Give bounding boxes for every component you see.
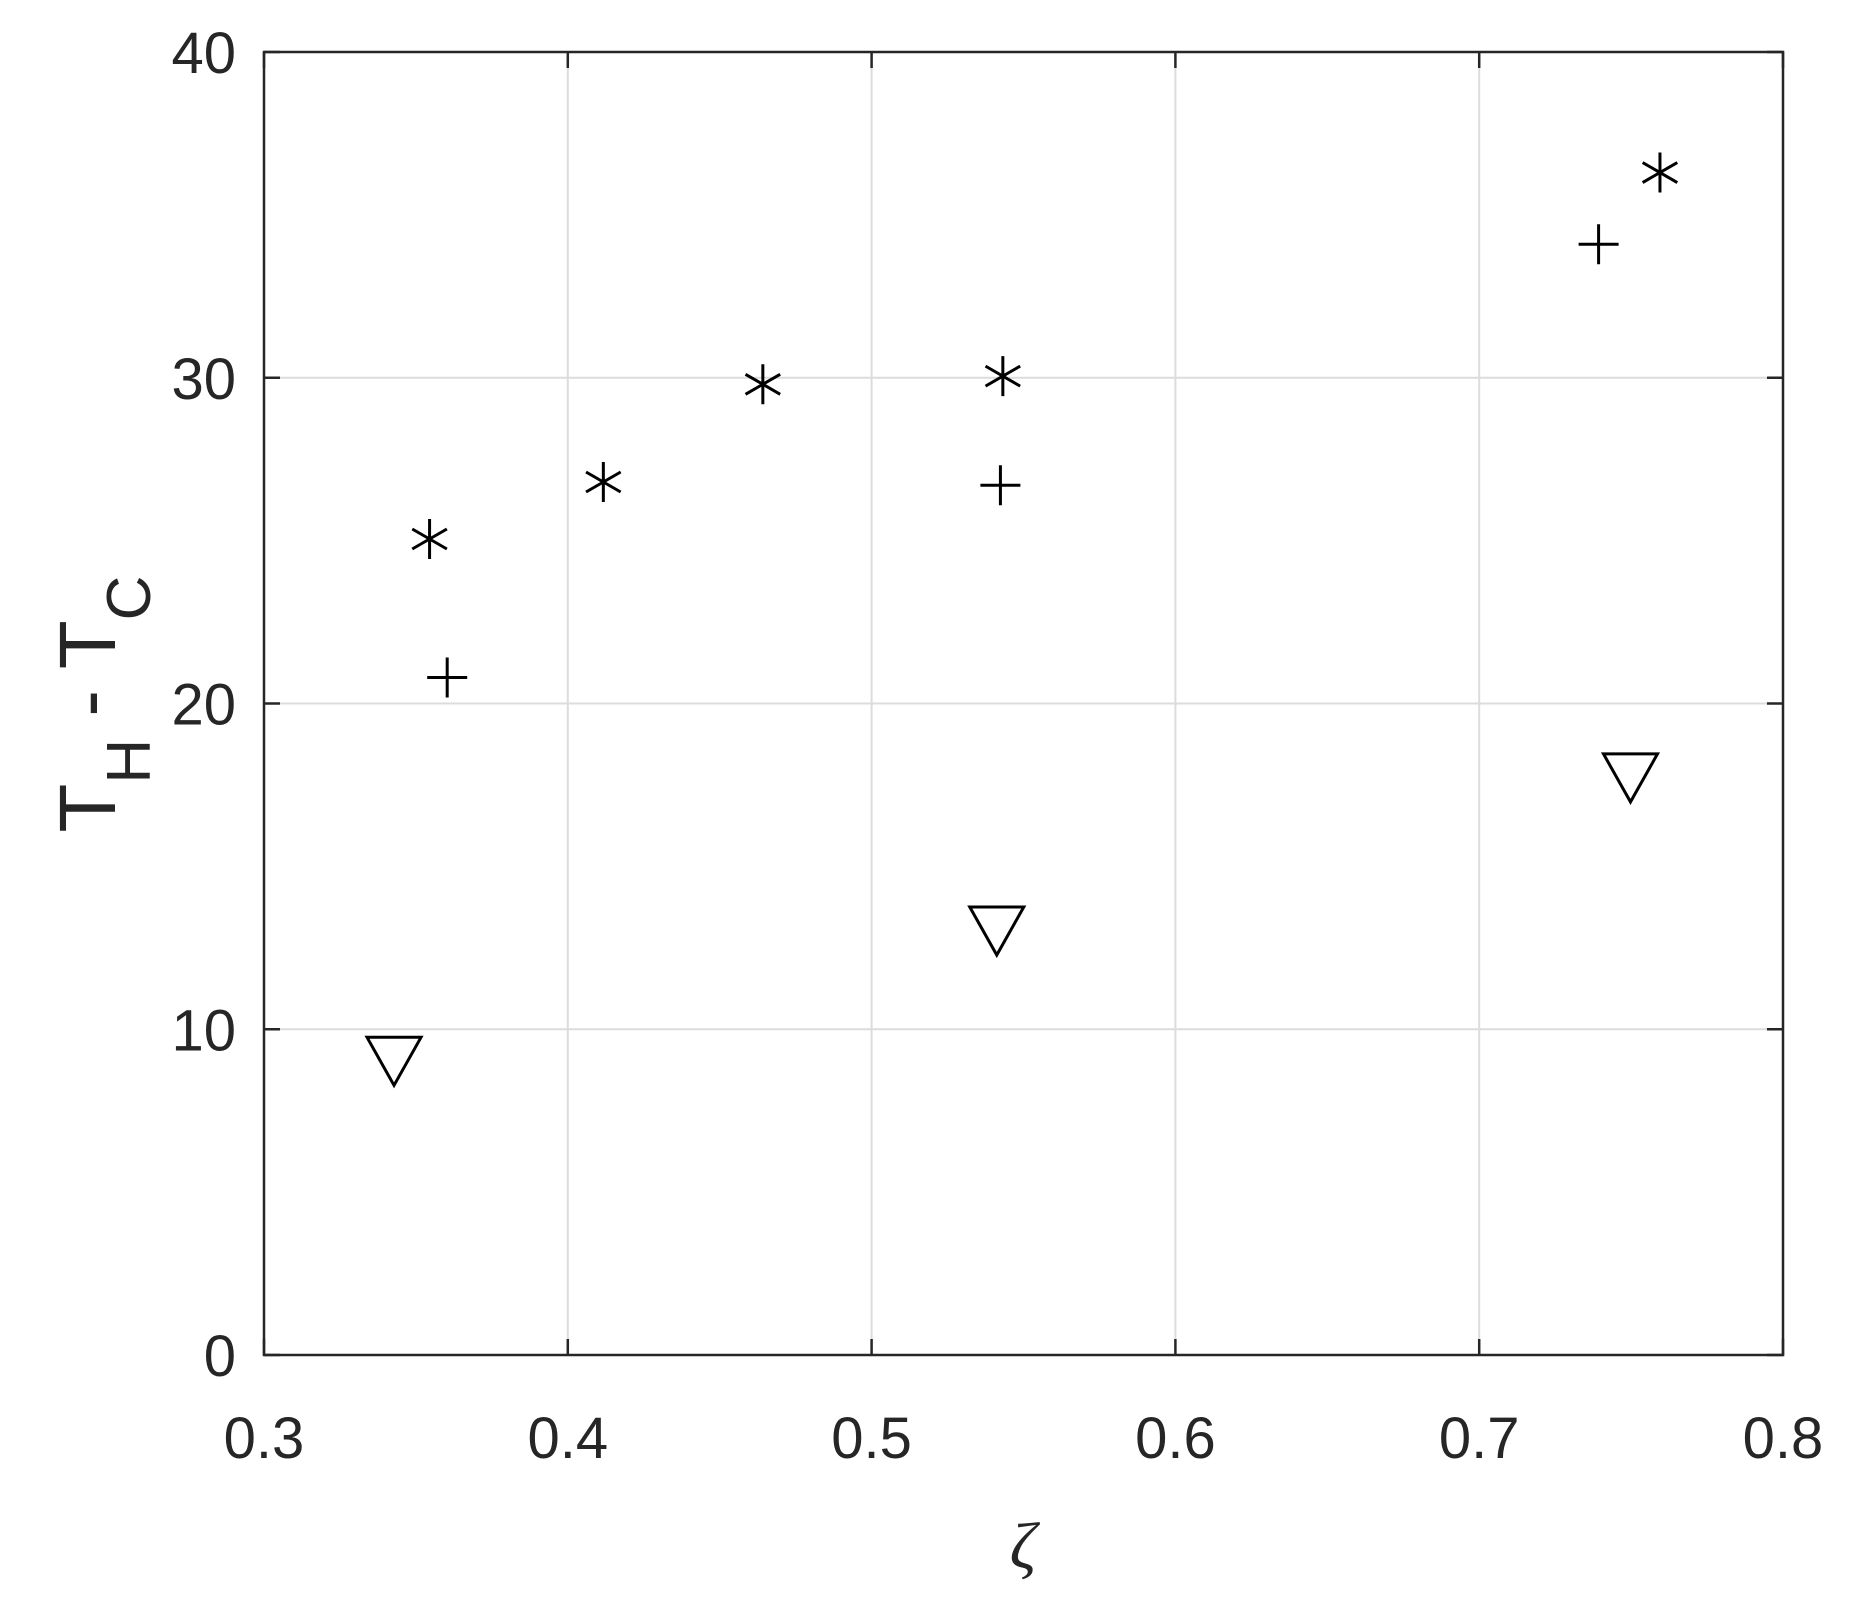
y-tick-label: 20: [171, 673, 236, 738]
data-point: [744, 364, 781, 405]
plot-frame: [262, 50, 1785, 1357]
data-point: [967, 905, 1027, 959]
y-tick-label: 40: [171, 21, 236, 86]
y-axis-label-part: H: [95, 739, 164, 784]
x-tick-label: 0.8: [1743, 1406, 1824, 1471]
data-point: [364, 1035, 424, 1089]
x-tick-label: 0.6: [1135, 1406, 1216, 1471]
y-axis-label-part: - T: [43, 620, 132, 739]
x-tick-label: 0.3: [224, 1406, 305, 1471]
data-point: [1641, 152, 1679, 193]
data-point: [984, 356, 1021, 397]
y-tick-label: 30: [171, 347, 236, 412]
y-axis-label: TH - TC: [43, 576, 164, 833]
x-tick-label: 0.4: [527, 1406, 608, 1471]
x-axis-label: ζ: [1010, 1510, 1041, 1583]
data-point: [1600, 752, 1661, 805]
data-point: [585, 461, 622, 502]
y-tick-label: 0: [204, 1324, 236, 1389]
y-tick-label: 10: [171, 998, 236, 1063]
x-tick-label: 0.7: [1439, 1406, 1520, 1471]
data-point: [980, 465, 1021, 506]
data-point: [427, 657, 468, 698]
data-point: [411, 518, 448, 559]
y-axis-label-part: T: [43, 784, 132, 833]
data-point: [1578, 224, 1619, 265]
x-tick-label: 0.5: [831, 1406, 912, 1471]
y-axis-label-part: C: [95, 576, 164, 621]
